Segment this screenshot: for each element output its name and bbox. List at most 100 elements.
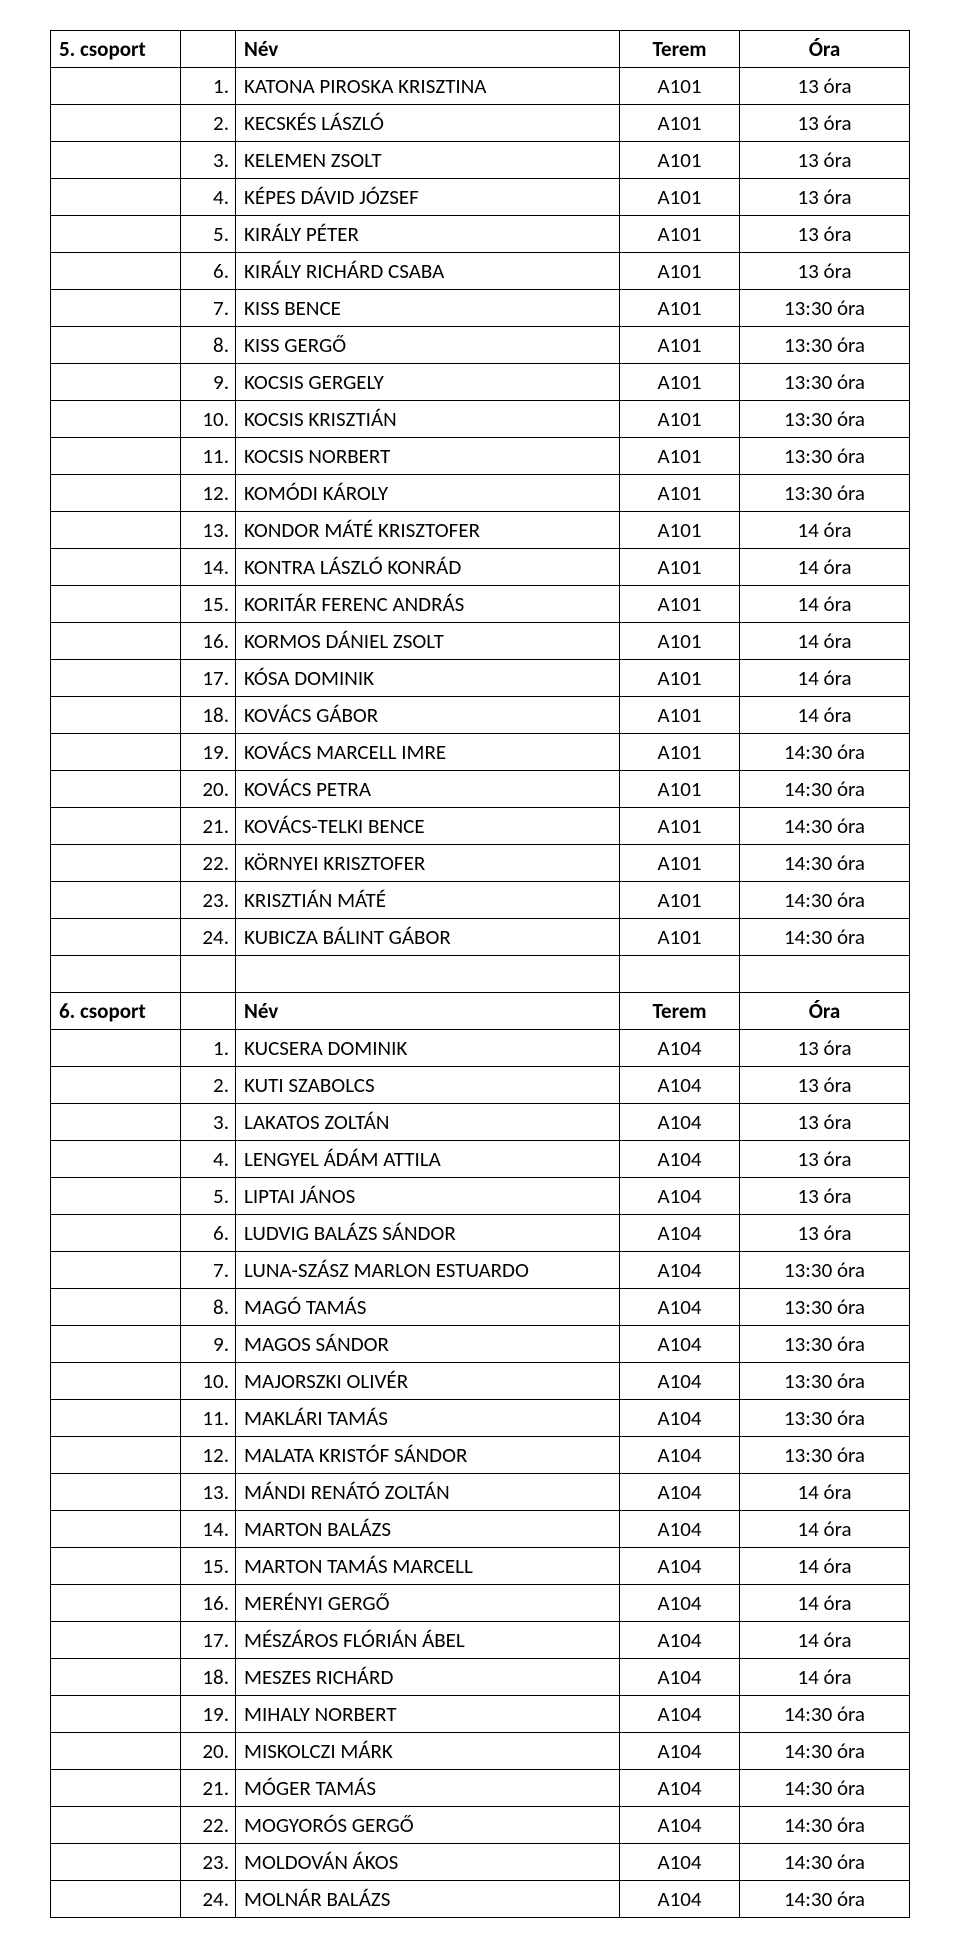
- person-name: KIRÁLY PÉTER: [236, 216, 620, 253]
- table-row: 20.MISKOLCZI MÁRKA10414:30 óra: [51, 1733, 910, 1770]
- row-number: 8.: [181, 327, 236, 364]
- time-cell: 14:30 óra: [740, 771, 910, 808]
- table-row: 24.MOLNÁR BALÁZSA10414:30 óra: [51, 1881, 910, 1918]
- person-name: KÖRNYEI KRISZTOFER: [236, 845, 620, 882]
- column-header-room: Terem: [620, 993, 740, 1030]
- room-cell: A101: [620, 438, 740, 475]
- table-row: 17.MÉSZÁROS FLÓRIÁN ÁBELA10414 óra: [51, 1622, 910, 1659]
- table-row: 15.KORITÁR FERENC ANDRÁSA10114 óra: [51, 586, 910, 623]
- blank-cell: [51, 68, 181, 105]
- room-cell: A101: [620, 919, 740, 956]
- table-row: 10.KOCSIS KRISZTIÁNA10113:30 óra: [51, 401, 910, 438]
- room-cell: A101: [620, 660, 740, 697]
- row-number: 24.: [181, 1881, 236, 1918]
- person-name: MÁNDI RENÁTÓ ZOLTÁN: [236, 1474, 620, 1511]
- table-row: 16.MERÉNYI GERGŐA10414 óra: [51, 1585, 910, 1622]
- table-row: 14.KONTRA LÁSZLÓ KONRÁDA10114 óra: [51, 549, 910, 586]
- row-number: 3.: [181, 1104, 236, 1141]
- person-name: KOCSIS NORBERT: [236, 438, 620, 475]
- blank-cell: [51, 1104, 181, 1141]
- person-name: MAJORSZKI OLIVÉR: [236, 1363, 620, 1400]
- room-cell: A101: [620, 216, 740, 253]
- room-cell: A101: [620, 179, 740, 216]
- person-name: KOVÁCS GÁBOR: [236, 697, 620, 734]
- time-cell: 14 óra: [740, 1622, 910, 1659]
- person-name: KONTRA LÁSZLÓ KONRÁD: [236, 549, 620, 586]
- person-name: LUNA-SZÁSZ MARLON ESTUARDO: [236, 1252, 620, 1289]
- room-cell: A104: [620, 1437, 740, 1474]
- blank-cell: [236, 956, 620, 993]
- room-cell: A101: [620, 68, 740, 105]
- table-row: 8.KISS GERGŐA10113:30 óra: [51, 327, 910, 364]
- room-cell: A101: [620, 623, 740, 660]
- time-cell: 14 óra: [740, 1585, 910, 1622]
- room-cell: A101: [620, 845, 740, 882]
- time-cell: 13:30 óra: [740, 438, 910, 475]
- table-row: 3.LAKATOS ZOLTÁNA10413 óra: [51, 1104, 910, 1141]
- time-cell: 13:30 óra: [740, 401, 910, 438]
- person-name: KISS BENCE: [236, 290, 620, 327]
- blank-cell: [51, 697, 181, 734]
- blank-cell: [51, 1400, 181, 1437]
- blank-cell: [51, 549, 181, 586]
- row-number: 11.: [181, 438, 236, 475]
- person-name: KUTI SZABOLCS: [236, 1067, 620, 1104]
- time-cell: 13 óra: [740, 142, 910, 179]
- table-row: 11.KOCSIS NORBERTA10113:30 óra: [51, 438, 910, 475]
- blank-cell: [51, 660, 181, 697]
- blank-cell: [51, 734, 181, 771]
- row-number: 15.: [181, 1548, 236, 1585]
- time-cell: 14:30 óra: [740, 919, 910, 956]
- table-row: 13.MÁNDI RENÁTÓ ZOLTÁNA10414 óra: [51, 1474, 910, 1511]
- time-cell: 14:30 óra: [740, 845, 910, 882]
- table-row: 12.KOMÓDI KÁROLYA10113:30 óra: [51, 475, 910, 512]
- table-row: 22.KÖRNYEI KRISZTOFERA10114:30 óra: [51, 845, 910, 882]
- blank-cell: [51, 475, 181, 512]
- table-row: 19.MIHALY NORBERTA10414:30 óra: [51, 1696, 910, 1733]
- table-row: 1.KUCSERA DOMINIKA10413 óra: [51, 1030, 910, 1067]
- blank-cell: [51, 1067, 181, 1104]
- row-number: 2.: [181, 105, 236, 142]
- person-name: MESZES RICHÁRD: [236, 1659, 620, 1696]
- table-row: 2.KUTI SZABOLCSA10413 óra: [51, 1067, 910, 1104]
- time-cell: 14 óra: [740, 512, 910, 549]
- row-number: 20.: [181, 1733, 236, 1770]
- blank-cell: [51, 1141, 181, 1178]
- row-number: 10.: [181, 401, 236, 438]
- blank-cell: [51, 1770, 181, 1807]
- blank-cell: [51, 1215, 181, 1252]
- blank-cell: [51, 1326, 181, 1363]
- row-number: 19.: [181, 1696, 236, 1733]
- column-header-name: Név: [236, 31, 620, 68]
- room-cell: A101: [620, 586, 740, 623]
- table-row: 7.LUNA-SZÁSZ MARLON ESTUARDOA10413:30 ór…: [51, 1252, 910, 1289]
- blank-cell: [51, 1622, 181, 1659]
- time-cell: 13 óra: [740, 68, 910, 105]
- schedule-table: 5. csoportNévTeremÓra1.KATONA PIROSKA KR…: [50, 30, 910, 1918]
- person-name: MAGOS SÁNDOR: [236, 1326, 620, 1363]
- person-name: LAKATOS ZOLTÁN: [236, 1104, 620, 1141]
- person-name: KIRÁLY RICHÁRD CSABA: [236, 253, 620, 290]
- table-row: 20.KOVÁCS PETRAA10114:30 óra: [51, 771, 910, 808]
- blank-cell: [51, 1844, 181, 1881]
- room-cell: A104: [620, 1770, 740, 1807]
- room-cell: A104: [620, 1585, 740, 1622]
- person-name: MOLDOVÁN ÁKOS: [236, 1844, 620, 1881]
- column-header-time: Óra: [740, 31, 910, 68]
- table-row: 10.MAJORSZKI OLIVÉRA10413:30 óra: [51, 1363, 910, 1400]
- room-cell: A104: [620, 1622, 740, 1659]
- time-cell: 14:30 óra: [740, 1844, 910, 1881]
- time-cell: 13 óra: [740, 253, 910, 290]
- person-name: LENGYEL ÁDÁM ATTILA: [236, 1141, 620, 1178]
- time-cell: 14:30 óra: [740, 882, 910, 919]
- time-cell: 14:30 óra: [740, 1807, 910, 1844]
- person-name: MÉSZÁROS FLÓRIÁN ÁBEL: [236, 1622, 620, 1659]
- row-number: 16.: [181, 623, 236, 660]
- table-row: 14.MARTON BALÁZSA10414 óra: [51, 1511, 910, 1548]
- blank-cell: [51, 438, 181, 475]
- table-row: 9.KOCSIS GERGELYA10113:30 óra: [51, 364, 910, 401]
- room-cell: A104: [620, 1844, 740, 1881]
- blank-cell: [51, 882, 181, 919]
- blank-cell: [51, 1511, 181, 1548]
- row-number: 19.: [181, 734, 236, 771]
